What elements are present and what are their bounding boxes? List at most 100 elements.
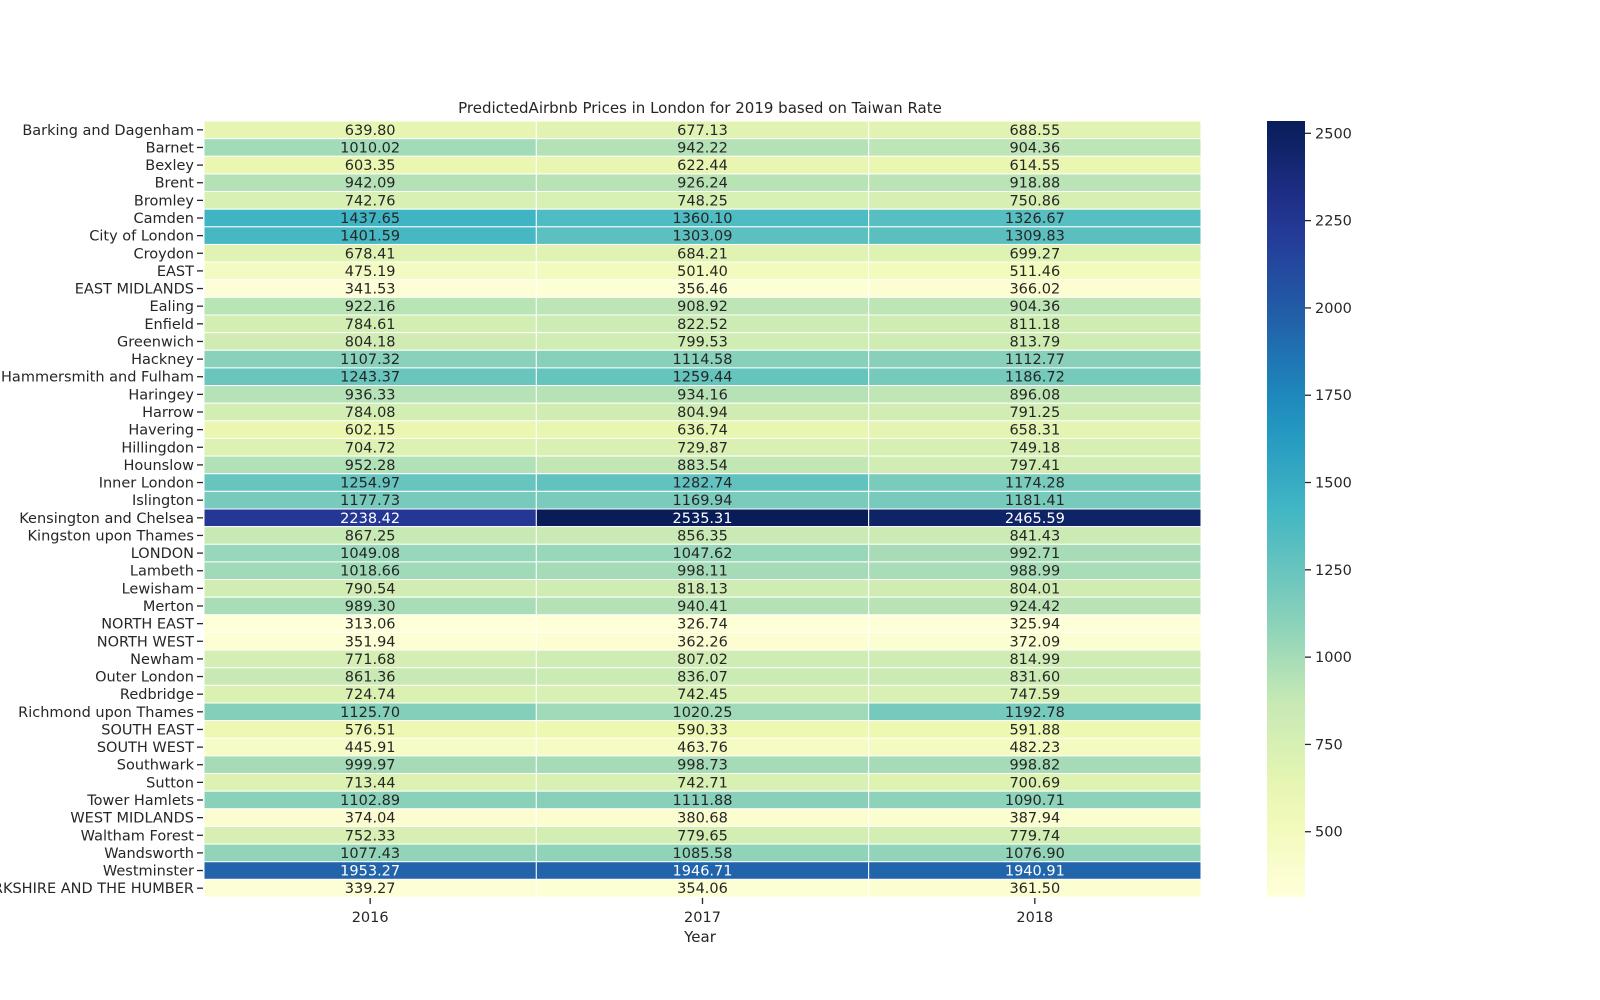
y-tick-label: Havering xyxy=(128,423,194,439)
cell-value-label: 989.30 xyxy=(345,599,396,615)
cell-value-label: 590.33 xyxy=(677,722,728,738)
y-tick-label: Redbridge xyxy=(120,687,194,703)
cell-value-label: 380.68 xyxy=(677,811,728,827)
cell-value-label: 1186.72 xyxy=(1005,370,1065,386)
cell-value-label: 622.44 xyxy=(677,158,728,174)
cell-value-label: 463.76 xyxy=(677,740,728,756)
cell-value-label: 924.42 xyxy=(1009,599,1060,615)
cell-value-label: 1102.89 xyxy=(340,793,400,809)
cell-value-label: 1309.83 xyxy=(1005,229,1065,245)
cell-value-label: 747.59 xyxy=(1009,687,1060,703)
y-tick-label: Hackney xyxy=(131,352,194,368)
y-tick-label: Wandsworth xyxy=(104,846,194,862)
y-tick-label: Hounslow xyxy=(124,458,195,474)
cell-value-label: 904.36 xyxy=(1009,299,1060,315)
cell-value-label: 354.06 xyxy=(677,881,728,897)
cell-value-label: 790.54 xyxy=(345,581,396,597)
cell-value-label: 804.94 xyxy=(677,405,728,421)
cell-value-label: 684.21 xyxy=(677,246,728,262)
cell-value-label: 511.46 xyxy=(1009,264,1060,280)
cell-value-label: 1282.74 xyxy=(673,476,733,492)
cell-value-label: 1254.97 xyxy=(340,476,400,492)
cell-value-label: 1259.44 xyxy=(673,370,733,386)
y-tick-label: Richmond upon Thames xyxy=(18,705,194,721)
cell-value-label: 904.36 xyxy=(1009,140,1060,156)
cell-value-label: 341.53 xyxy=(345,282,396,298)
cell-value-label: 372.09 xyxy=(1009,634,1060,650)
cell-value-label: 724.74 xyxy=(345,687,396,703)
cell-labels: 639.80 677.13 688.55 1010.02 942.22 904.36 603… xyxy=(340,123,1065,897)
cell-value-label: 1020.25 xyxy=(673,705,733,721)
cell-value-label: 1010.02 xyxy=(340,140,400,156)
y-tick-label: Barnet xyxy=(146,140,195,156)
cell-value-label: 658.31 xyxy=(1009,423,1060,439)
cell-value-label: 896.08 xyxy=(1009,387,1060,403)
cell-value-label: 1047.62 xyxy=(673,546,733,562)
cell-value-label: 699.27 xyxy=(1009,246,1060,262)
cell-value-label: 361.50 xyxy=(1009,881,1060,897)
cell-value-label: 748.25 xyxy=(677,193,728,209)
cell-value-label: 934.16 xyxy=(677,387,728,403)
y-tick-label: Westminster xyxy=(103,864,194,880)
cell-value-label: 952.28 xyxy=(345,458,396,474)
cell-value-label: 742.71 xyxy=(677,775,728,791)
y-tick-label: Sutton xyxy=(146,775,194,791)
cell-value-label: 482.23 xyxy=(1009,740,1060,756)
cell-value-label: 374.04 xyxy=(345,811,396,827)
cell-value-label: 1085.58 xyxy=(673,846,733,862)
cell-value-label: 867.25 xyxy=(345,528,396,544)
cell-value-label: 603.35 xyxy=(345,158,396,174)
cell-value-label: 313.06 xyxy=(345,617,396,633)
cell-value-label: 784.61 xyxy=(345,317,396,333)
y-tick-label: Bromley xyxy=(134,193,195,209)
cell-value-label: 804.18 xyxy=(345,334,396,350)
cell-value-label: 784.08 xyxy=(345,405,396,421)
colorbar-tick-label: 2500 xyxy=(1315,126,1352,142)
cell-value-label: 1112.77 xyxy=(1005,352,1065,368)
cell-value-label: 841.43 xyxy=(1009,528,1060,544)
y-tick-label: Bexley xyxy=(145,158,194,174)
cell-value-label: 1243.37 xyxy=(340,370,400,386)
colorbar: 500 750 1000 1250 1500 1750 2000 2250 2500 xyxy=(1267,121,1352,897)
y-tick-label: Kensington and Chelsea xyxy=(19,511,194,527)
y-tick-label: Tower Hamlets xyxy=(86,793,194,809)
x-axis: 2016 2017 2018 xyxy=(352,898,1053,926)
cell-value-label: 922.16 xyxy=(345,299,396,315)
cell-value-label: 779.65 xyxy=(677,828,728,844)
cell-value-label: 750.86 xyxy=(1009,193,1060,209)
cell-value-label: 475.19 xyxy=(345,264,396,280)
cell-value-label: 749.18 xyxy=(1009,440,1060,456)
cell-value-label: 1360.10 xyxy=(673,211,733,227)
y-tick-label: Merton xyxy=(143,599,194,615)
y-tick-label: Croydon xyxy=(134,246,195,262)
cell-value-label: 999.97 xyxy=(345,758,396,774)
cell-value-label: 1114.58 xyxy=(673,352,733,368)
y-tick-label: Ealing xyxy=(150,299,195,315)
y-tick-label: Newham xyxy=(130,652,194,668)
cell-value-label: 1953.27 xyxy=(340,864,400,880)
y-tick-label: SOUTH WEST xyxy=(97,740,194,756)
colorbar-gradient xyxy=(1267,121,1305,897)
y-tick-label: Hammersmith and Fulham xyxy=(1,370,194,386)
colorbar-tick-label: 2250 xyxy=(1315,214,1352,230)
y-tick-label: NORTH WEST xyxy=(97,634,194,650)
cell-value-label: 814.99 xyxy=(1009,652,1060,668)
colorbar-tick-label: 1000 xyxy=(1315,650,1352,666)
y-tick-label: Haringey xyxy=(128,387,194,403)
cell-value-label: 992.71 xyxy=(1009,546,1060,562)
cell-value-label: 742.45 xyxy=(677,687,728,703)
colorbar-tick-label: 500 xyxy=(1315,825,1343,841)
cell-value-label: 688.55 xyxy=(1009,123,1060,139)
colorbar-tick-label: 750 xyxy=(1315,737,1343,753)
cell-value-label: 1946.71 xyxy=(673,864,733,880)
cell-value-label: 1076.90 xyxy=(1005,846,1065,862)
cell-value-label: 998.82 xyxy=(1009,758,1060,774)
cell-value-label: 339.27 xyxy=(345,881,396,897)
cell-value-label: 1018.66 xyxy=(340,564,400,580)
cell-value-label: 804.01 xyxy=(1009,581,1060,597)
cell-value-label: 998.73 xyxy=(677,758,728,774)
cell-value-label: 1111.88 xyxy=(673,793,733,809)
cell-value-label: 1326.67 xyxy=(1005,211,1065,227)
cell-value-label: 1437.65 xyxy=(340,211,400,227)
y-tick-label: WEST MIDLANDS xyxy=(70,811,194,827)
